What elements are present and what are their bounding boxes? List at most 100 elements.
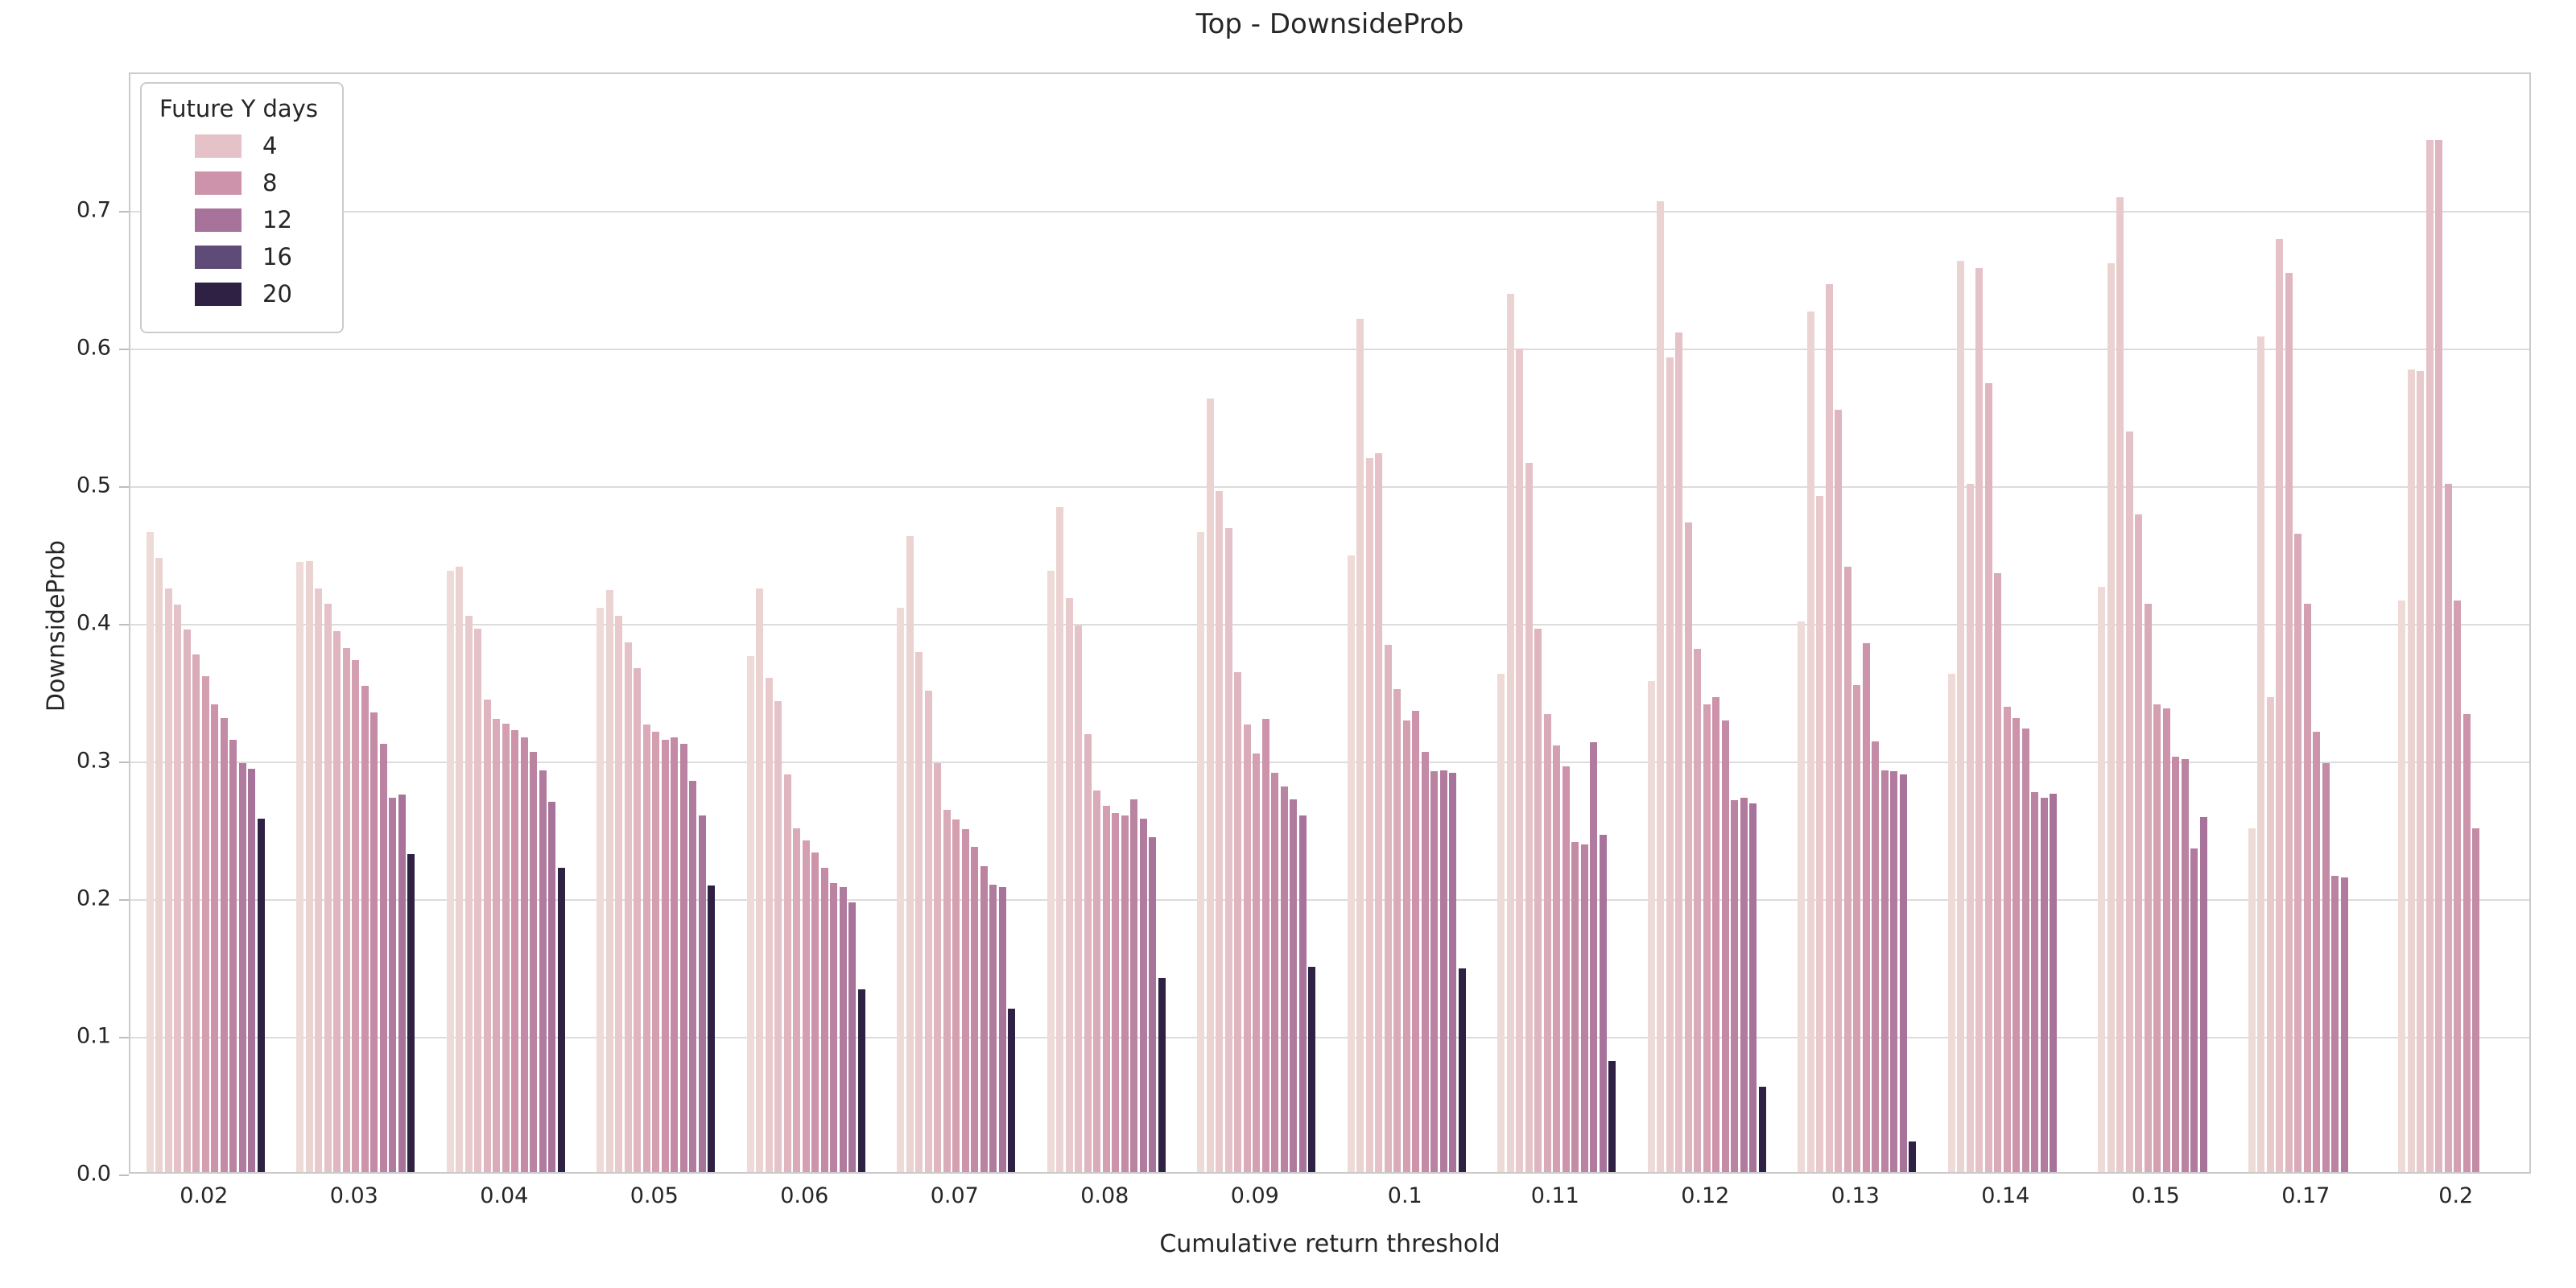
bar [2181, 759, 2189, 1172]
bar [2331, 876, 2339, 1172]
bar [1130, 799, 1138, 1172]
gridline [130, 211, 2529, 213]
bar [1234, 672, 1242, 1172]
bar [1571, 841, 1579, 1172]
bar [634, 668, 642, 1172]
bar [1365, 457, 1373, 1172]
y-tick-mark [119, 1174, 129, 1176]
x-tick-label: 0.11 [1530, 1183, 1579, 1208]
y-tick-mark [119, 899, 129, 901]
bar [906, 535, 914, 1172]
bar [1957, 260, 1965, 1172]
bar [1356, 318, 1364, 1172]
y-tick-mark [119, 624, 129, 625]
bar [1216, 490, 1224, 1172]
bar [698, 815, 706, 1172]
bar [998, 887, 1006, 1172]
bar [961, 829, 969, 1172]
x-axis-label: Cumulative return threshold [1159, 1230, 1501, 1258]
bar [1835, 409, 1843, 1172]
bar [520, 737, 528, 1172]
bar [1458, 968, 1466, 1172]
y-tick-mark [119, 762, 129, 763]
bar [296, 562, 304, 1172]
bar [456, 566, 464, 1172]
bar [1562, 766, 1570, 1172]
bar [2294, 533, 2302, 1172]
bar [952, 819, 960, 1172]
bar [943, 810, 951, 1172]
bar [1139, 818, 1147, 1172]
bar [1065, 597, 1073, 1172]
bar [539, 770, 547, 1172]
bar [1721, 720, 1729, 1172]
y-tick-mark [119, 486, 129, 488]
bar [1008, 1008, 1016, 1172]
bar [2135, 514, 2143, 1172]
legend-item: 4 [195, 132, 318, 159]
bar [1412, 711, 1420, 1172]
bar [1880, 770, 1889, 1172]
bar [1657, 201, 1665, 1172]
bar [474, 628, 482, 1172]
x-tick-label: 0.05 [630, 1183, 679, 1208]
bar [2303, 603, 2311, 1172]
bar [1534, 628, 1542, 1172]
bar [1543, 713, 1551, 1172]
gridline [130, 1037, 2529, 1038]
bar [257, 818, 265, 1172]
y-tick-label: 0.4 [76, 610, 111, 636]
bar [2462, 713, 2471, 1172]
bar [2435, 139, 2443, 1172]
gridline [130, 486, 2529, 488]
bar [557, 868, 565, 1172]
bar [1439, 770, 1447, 1172]
bar [2398, 601, 2406, 1172]
bar [2013, 717, 2021, 1172]
bar [597, 607, 605, 1172]
bar [2162, 708, 2170, 1172]
bar [2190, 848, 2198, 1172]
bar [1121, 815, 1129, 1172]
bar [1421, 752, 1429, 1172]
bar [1298, 815, 1307, 1172]
bar [839, 887, 847, 1172]
bar [1449, 773, 1457, 1172]
legend-label: 16 [262, 243, 292, 270]
y-tick-mark [119, 349, 129, 350]
bar [1975, 267, 1984, 1172]
bar [2144, 603, 2152, 1172]
bar [1749, 803, 1757, 1172]
bar [238, 763, 246, 1172]
bar [1909, 1141, 1917, 1172]
bar [1197, 531, 1205, 1172]
bar [352, 659, 360, 1172]
bar [897, 607, 905, 1172]
bar [971, 847, 979, 1172]
chart-title: Top - DownsideProb [1195, 8, 1464, 40]
bar [370, 712, 378, 1172]
bar [1497, 673, 1505, 1172]
legend-label: 8 [262, 169, 278, 196]
bar [2472, 828, 2480, 1172]
bar [483, 700, 491, 1172]
bar [164, 588, 172, 1172]
bar [2125, 431, 2133, 1172]
bar [1516, 349, 1524, 1172]
bar [174, 605, 182, 1172]
bar [1712, 697, 1720, 1172]
bar [1966, 484, 1974, 1172]
y-tick-label: 0.7 [76, 197, 111, 223]
bar [765, 678, 773, 1172]
bar [708, 886, 716, 1172]
bar [1393, 688, 1402, 1172]
legend-label: 12 [262, 206, 292, 233]
bar [1243, 724, 1251, 1172]
bar [642, 724, 650, 1172]
bar [924, 690, 932, 1172]
bar [689, 781, 697, 1172]
bar [1599, 835, 1607, 1172]
bar [1253, 753, 1261, 1172]
bar [248, 768, 256, 1172]
